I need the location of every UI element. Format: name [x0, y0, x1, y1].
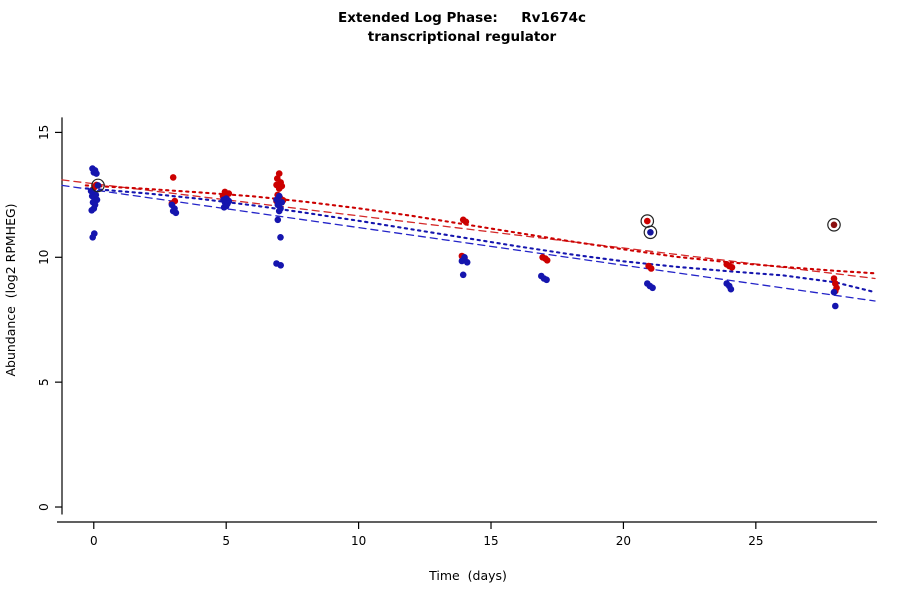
data-point-blue-points	[649, 284, 656, 292]
data-point-blue-points	[274, 216, 282, 224]
data-point-blue-points	[88, 207, 95, 214]
plot-area: 0 5 10 15 20 25 0 5 10 15	[37, 117, 877, 548]
data-point-blue-points	[220, 204, 228, 211]
outlier-ring	[643, 225, 658, 240]
circled-data-point	[830, 221, 838, 229]
data-point-red-points	[728, 264, 736, 271]
x-axis-label: Time (days)	[428, 568, 507, 583]
x-tick-label: 20	[616, 534, 631, 548]
data-point-blue-points	[459, 271, 467, 279]
circled-data-point	[647, 229, 654, 236]
x-tick-label: 15	[483, 534, 498, 548]
data-point-red-points	[543, 257, 551, 264]
outlier-ring	[91, 178, 105, 193]
data-point-blue-points	[93, 170, 100, 177]
trend-line-red-linear-fit	[61, 179, 876, 280]
y-axis-label: Abundance (log2 RPMHEG)	[3, 203, 18, 376]
data-point-red-points	[275, 170, 283, 177]
data-point-blue-points	[277, 262, 285, 269]
chart-subtitle: transcriptional regulator	[368, 29, 557, 45]
data-point-blue-points	[832, 302, 839, 310]
data-point-blue-points	[172, 209, 180, 217]
data-point-blue-points	[543, 276, 550, 284]
data-point-blue-points	[89, 234, 96, 241]
data-point-red-points	[647, 265, 655, 272]
y-tick-label: 5	[37, 378, 51, 386]
data-point-red-points	[169, 174, 177, 181]
circled-data-point	[94, 182, 102, 189]
trend-line-red-lowess-fit	[84, 184, 877, 275]
data-point-red-points	[462, 218, 470, 226]
x-tick-label: 10	[351, 534, 366, 548]
data-point-blue-points	[727, 285, 735, 293]
data-point-red-points	[275, 185, 283, 192]
y-tick-label: 0	[37, 503, 51, 511]
data-point-blue-points	[275, 207, 283, 215]
data-point-blue-points	[277, 234, 284, 241]
data-point-blue-points	[830, 288, 838, 296]
y-tick-label: 10	[37, 250, 51, 265]
x-tick-label: 5	[222, 534, 230, 548]
trend-line-blue-linear-fit	[61, 184, 876, 302]
circled-data-point	[644, 217, 651, 225]
trend-line-blue-lowess-fit	[84, 187, 877, 294]
outlier-ring	[827, 218, 841, 232]
x-tick-label: 0	[90, 534, 98, 548]
data-point-blue-points	[463, 259, 471, 266]
data-point-red-points	[830, 275, 838, 282]
x-tick-label: 25	[748, 534, 763, 548]
data-point-blue-points	[273, 196, 280, 204]
data-point-blue-points	[458, 257, 466, 265]
y-tick-label: 15	[37, 125, 51, 140]
chart-title: Extended Log Phase: Rv1674c	[338, 10, 586, 26]
